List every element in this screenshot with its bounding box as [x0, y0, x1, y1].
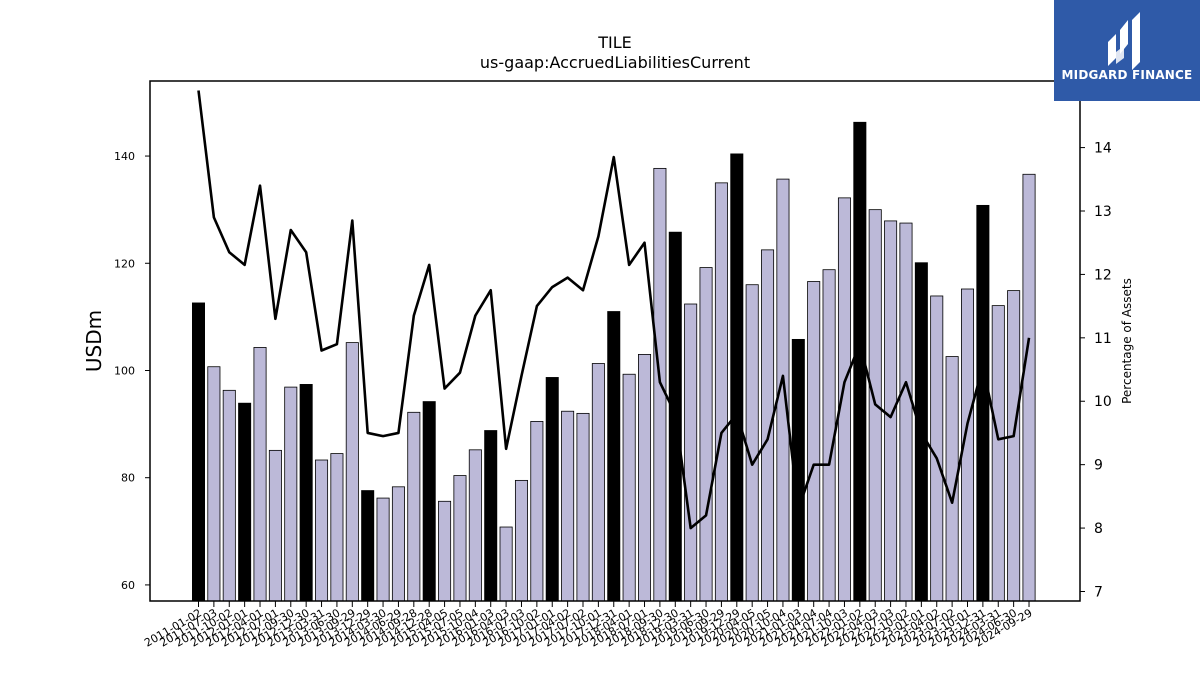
chart-title: TILE: [597, 33, 632, 52]
bar: [992, 306, 1004, 601]
bar: [900, 223, 912, 601]
bar: [208, 367, 220, 601]
bar: [254, 347, 266, 601]
bar: [192, 303, 204, 601]
bar: [700, 268, 712, 601]
bar: [808, 281, 820, 601]
logo-text: MIDGARD FINANCE: [1054, 68, 1200, 82]
bar: [577, 413, 589, 601]
bar: [562, 411, 574, 601]
bar: [685, 304, 697, 601]
bar: [315, 460, 327, 601]
y2-tick-label: 14: [1094, 141, 1112, 157]
bar: [300, 384, 312, 601]
bar: [500, 527, 512, 601]
y-tick-label: 80: [121, 472, 135, 485]
bar: [331, 454, 343, 601]
bar: [638, 354, 650, 601]
bar: [608, 312, 620, 601]
bar: [592, 364, 604, 601]
bar: [715, 183, 727, 601]
bar: [408, 412, 420, 601]
bar: [269, 450, 281, 601]
bar: [362, 491, 374, 601]
y-tick-label: 120: [114, 257, 135, 270]
y-tick-label: 60: [121, 579, 135, 592]
y-axis-right: 7 8 9 10 11 12 13 14: [1080, 141, 1112, 601]
y2-tick-label: 12: [1094, 267, 1112, 283]
bar: [546, 377, 558, 601]
bar: [346, 343, 358, 601]
chart-subtitle: us-gaap:AccruedLiabilitiesCurrent: [480, 53, 750, 72]
bar: [377, 498, 389, 601]
y-axis-left: 60 80 100 120 140: [114, 150, 150, 592]
bar: [1008, 291, 1020, 601]
bar: [485, 431, 497, 601]
y2-tick-label: 10: [1094, 394, 1112, 410]
bar: [931, 296, 943, 601]
bar: [977, 205, 989, 601]
y-tick-label: 100: [114, 364, 135, 377]
bar: [515, 480, 527, 601]
y2-tick-label: 7: [1094, 584, 1103, 600]
bar: [885, 221, 897, 601]
y-axis-label: USDm: [82, 310, 106, 372]
y2-tick-label: 8: [1094, 521, 1103, 537]
bar: [531, 421, 543, 601]
bar: [1023, 174, 1035, 601]
bar: [731, 154, 743, 601]
bar: [285, 387, 297, 601]
y2-tick-label: 9: [1094, 458, 1103, 474]
bar: [392, 487, 404, 601]
brand-logo: MIDGARD FINANCE: [1054, 0, 1200, 101]
y2-axis-label: Percentage of Assets: [1120, 278, 1134, 404]
bar: [423, 402, 435, 601]
logo-mark-icon: [1054, 0, 1200, 101]
bar: [454, 476, 466, 601]
bar: [239, 403, 251, 601]
bar-series: [192, 122, 1035, 601]
bar: [223, 390, 235, 601]
y2-tick-label: 11: [1094, 331, 1112, 347]
y2-tick-label: 13: [1094, 204, 1112, 220]
bar: [438, 501, 450, 601]
bar: [469, 450, 481, 601]
bar: [623, 374, 635, 601]
bar: [746, 285, 758, 601]
y-tick-label: 140: [114, 150, 135, 163]
x-axis: 2011-01-022011-07-032011-10-022012-01-01…: [142, 601, 1034, 650]
